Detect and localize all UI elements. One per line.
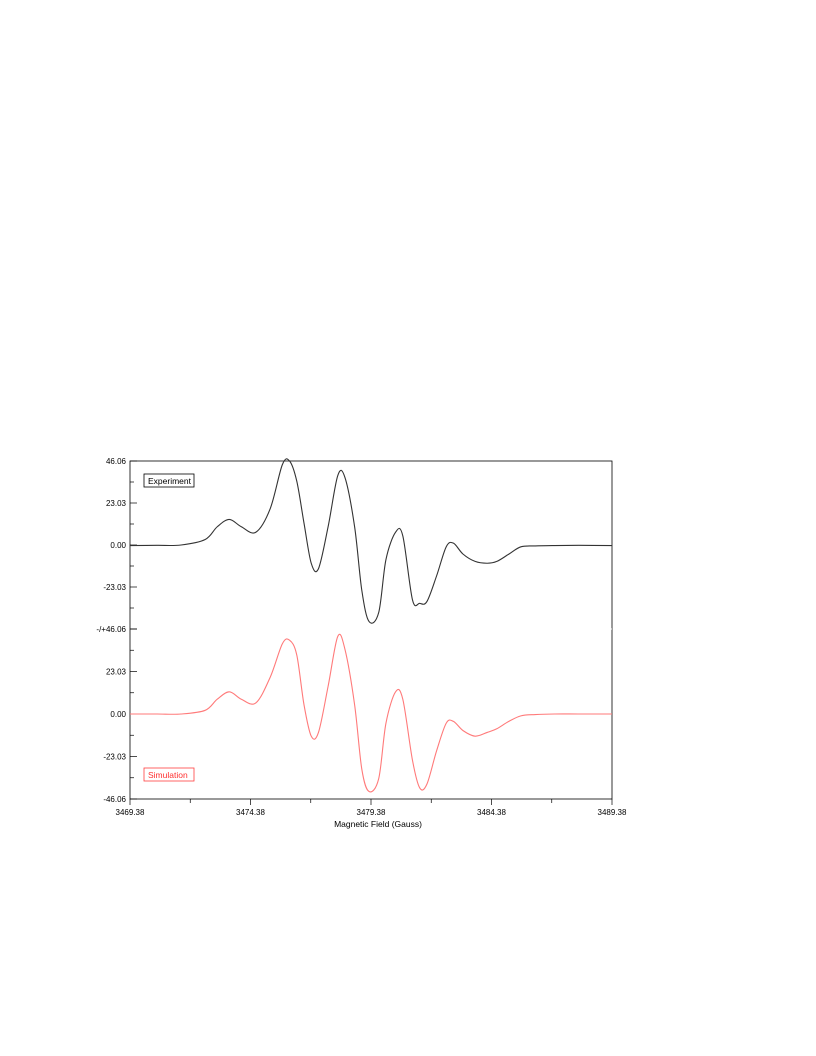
- series-line-experiment: [129, 458, 613, 624]
- y-tick-label: 46.06: [106, 457, 127, 466]
- x-tick-label: 3479.38: [357, 808, 386, 817]
- x-tick-label: 3474.38: [236, 808, 265, 817]
- legend-simulation: Simulation: [143, 767, 195, 782]
- series-line-simulation: [130, 633, 612, 793]
- plot-frame: [129, 460, 613, 800]
- plot-border: [129, 460, 613, 800]
- x-tick-label: 3489.38: [598, 808, 627, 817]
- x-tick-label: 3469.38: [116, 808, 145, 817]
- y-tick-label: 0.00: [110, 541, 126, 550]
- x-tick-label: 3484.38: [477, 808, 506, 817]
- y-tick-label: 0.00: [110, 710, 126, 719]
- legend-label-simulation: Simulation: [148, 770, 188, 780]
- y-tick-label: -/+46.06: [96, 625, 126, 634]
- legend-label-experiment: Experiment: [148, 476, 192, 486]
- y-tick-label: -23.03: [103, 583, 126, 592]
- y-tick-label: 23.03: [106, 668, 127, 677]
- axis-ticks: 46.06 23.03 0.00 -23.03 -/+46.06 23.03 0.00 -23…: [96, 457, 627, 817]
- series-lines: [129, 458, 613, 793]
- y-tick-label: 23.03: [106, 499, 127, 508]
- legend-experiment: Experiment: [143, 473, 195, 488]
- y-tick-label: -46.06: [103, 795, 126, 804]
- y-tick-label: -23.03: [103, 753, 126, 762]
- x-axis-title: Magnetic Field (Gauss): [334, 819, 422, 829]
